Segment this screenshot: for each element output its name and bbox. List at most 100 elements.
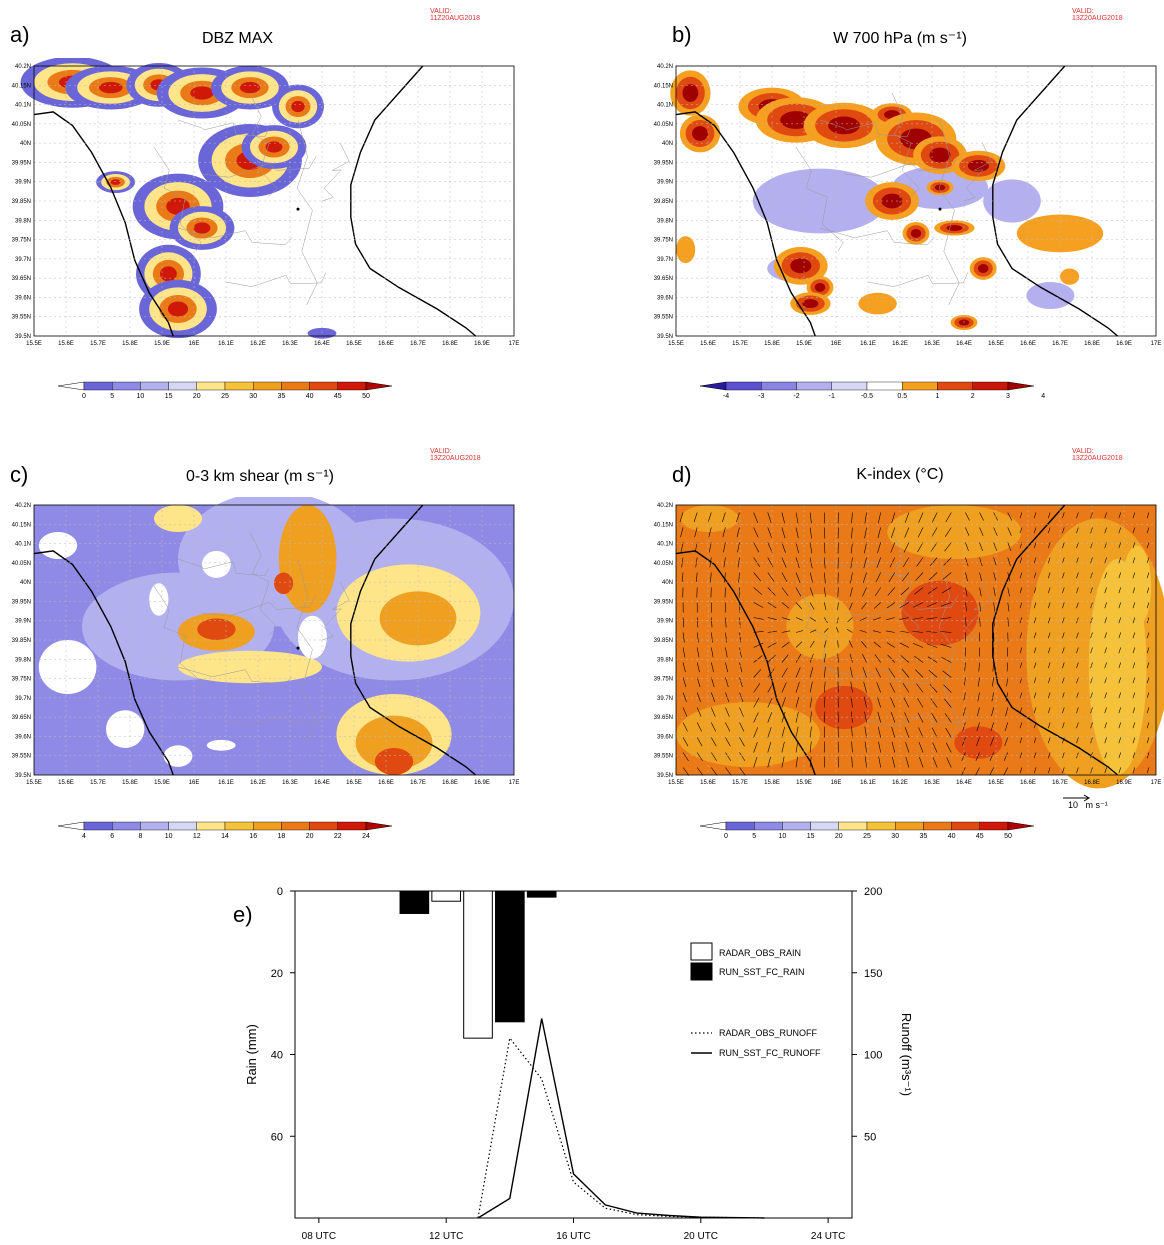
wind-vector: [849, 653, 853, 663]
wind-vector: [873, 641, 881, 648]
lon-tick-label: 16.1E: [218, 780, 234, 786]
lat-tick-label: 40.2N: [657, 503, 673, 509]
colorbar-tick-label: 3: [1006, 393, 1010, 400]
wind-vector: [725, 692, 730, 702]
wind-vector: [929, 684, 938, 693]
map-w700: 40.2N 40.15N 40.1N 40.05N 40N 39.95N 39.9N 39.8…: [654, 64, 1162, 347]
wind-vector: [809, 640, 815, 648]
colorbar-tick-label: 40: [306, 393, 314, 400]
wind-vector: [961, 767, 966, 776]
wind-vector: [1118, 632, 1121, 639]
wind-vector: [979, 557, 983, 567]
wind-vector: [767, 654, 776, 663]
wind-vector: [795, 681, 800, 693]
wind-vector: [682, 662, 686, 673]
lat-tick-label: 40.15N: [654, 83, 673, 89]
wind-vector: [914, 587, 924, 595]
wind-vector: [725, 647, 728, 658]
wind-vector: [695, 572, 698, 583]
wind-vector: [709, 557, 712, 568]
wind-vector: [694, 527, 698, 538]
wind-vector: [899, 630, 909, 633]
lat-tick-label: 40.15N: [654, 522, 673, 528]
colorbar-segment: [937, 381, 973, 391]
wind-vector: [979, 527, 984, 536]
wind-vector: [739, 647, 742, 658]
wind-vector: [916, 683, 924, 693]
wind-vector: [864, 726, 867, 738]
wind-vector: [963, 677, 966, 687]
wind-vector: [1047, 662, 1051, 669]
wind-vector: [739, 737, 745, 747]
admin-border: [795, 585, 844, 691]
lon-tick-label: 16.8E: [1084, 341, 1100, 347]
panel-label: d): [672, 462, 692, 487]
lon-tick-label: 16.4E: [314, 341, 330, 347]
wind-vector: [753, 512, 758, 523]
wind-vector: [1033, 662, 1037, 669]
wind-vector: [942, 670, 952, 678]
wind-vector: [1132, 557, 1136, 564]
wind-vector: [863, 542, 867, 554]
wind-vector: [1104, 572, 1107, 579]
wind-vector: [767, 630, 777, 633]
map-shear: 40.2N 40.15N 40.1N 40.05N 40N 39.95N 39.9N 39.8…: [12, 497, 519, 786]
lat-tick-label: 39.5N: [657, 773, 673, 779]
lat-tick-label: 39.9N: [657, 180, 673, 186]
w-patch-positive: [1060, 268, 1080, 285]
wind-vector: [680, 527, 684, 538]
kindex-patch: [786, 594, 854, 659]
colorbar-tick-label: 4: [82, 833, 86, 840]
wind-vector: [1076, 602, 1079, 609]
admin-border: [819, 119, 911, 137]
wind-vector: [823, 587, 826, 597]
wind-vector: [1047, 677, 1051, 684]
left-tick-label: 60: [271, 1131, 283, 1143]
wind-vector: [1132, 722, 1136, 729]
wind-vector: [1033, 707, 1037, 714]
colorbar-tick-label: -4: [723, 393, 729, 400]
wind-vector: [1033, 557, 1037, 564]
wind-vector: [737, 557, 740, 568]
dbz-patch: [190, 86, 214, 100]
lat-tick-label: 39.9N: [15, 619, 31, 625]
valid-stamp: VALID: 13Z20AUG2018: [430, 448, 481, 462]
wind-vector: [1019, 722, 1023, 729]
wind-vector: [696, 707, 702, 717]
wind-vector: [1062, 707, 1065, 714]
lon-tick-label: 16.1E: [218, 341, 234, 347]
wind-vector: [809, 741, 812, 753]
lat-tick-label: 40.05N: [12, 561, 31, 567]
map-frame: [675, 504, 1157, 776]
wind-vector: [781, 542, 786, 553]
wind-vector: [940, 602, 952, 607]
colorbar-tick-label: 25: [221, 393, 229, 400]
wind-vector: [767, 682, 774, 693]
wind-vector: [682, 692, 687, 702]
wind-vector: [1146, 557, 1150, 564]
wind-vector: [963, 692, 966, 702]
colorbar-segment: [224, 821, 254, 831]
colorbar-segment: [761, 381, 797, 391]
wind-vector: [1076, 662, 1079, 669]
colorbar-segment: [902, 381, 938, 391]
wind-vector: [795, 512, 799, 524]
wind-vector: [888, 572, 896, 582]
wind-vector: [915, 669, 924, 678]
wind-vector: [1062, 737, 1065, 744]
wind-vector: [912, 642, 924, 648]
wind-vector: [823, 557, 826, 569]
wind-vector: [694, 542, 698, 553]
lon-tick-label: 15.9E: [154, 780, 170, 786]
wind-vector: [753, 602, 764, 608]
wind-vector: [725, 677, 729, 688]
wind-vector: [1047, 767, 1051, 774]
wind-vector: [917, 527, 924, 538]
wind-vector: [739, 692, 744, 702]
w-patch-positive: [934, 184, 946, 191]
lon-tick-label: 15.6E: [58, 341, 74, 347]
wind-vector: [682, 722, 688, 732]
colorbar-tick-label: 20: [193, 393, 201, 400]
wind-vector: [850, 542, 853, 554]
w-patch-positive: [929, 147, 951, 163]
